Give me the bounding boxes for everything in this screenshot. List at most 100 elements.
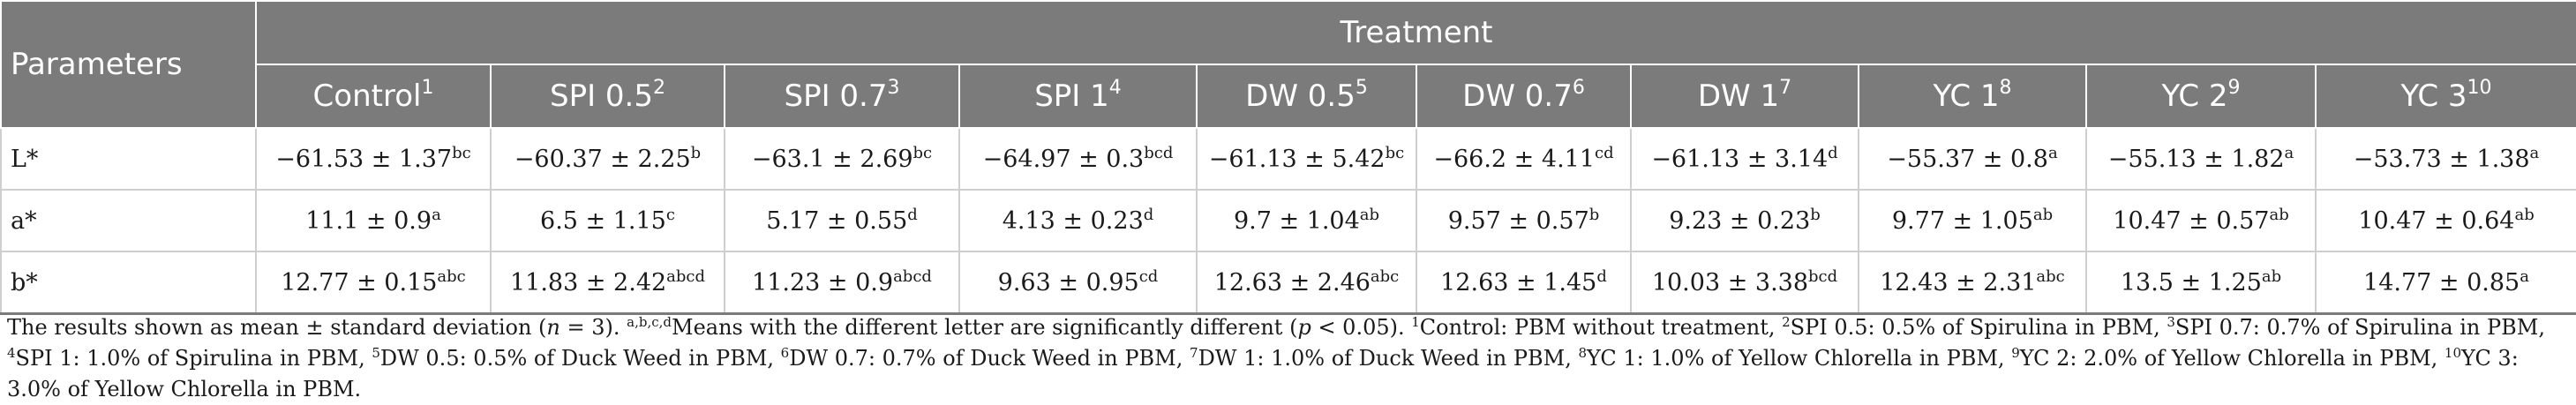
cell-value: −61.53 ± 1.37 [275, 145, 453, 173]
table-cell: 10.03 ± 3.38bcd [1630, 251, 1859, 315]
column-label: DW 0.7 [1462, 79, 1573, 114]
cell-value: 11.1 ± 0.9 [305, 206, 432, 235]
column-footnote-mark: 7 [1779, 77, 1792, 99]
cell-letters: bcd [1144, 143, 1174, 162]
cell-letters: abcd [666, 266, 706, 286]
table-row-a: a* 11.1 ± 0.9a 6.5 ± 1.15c 5.17 ± 0.55d … [0, 190, 2576, 252]
results-table: Parameters Treatment Control1 SPI 0.52 S… [0, 0, 2576, 315]
cell-value: 6.5 ± 1.15 [540, 206, 666, 235]
footnote-def-text: Control: PBM without treatment, [1419, 315, 1783, 340]
footnote-def-text: SPI 0.5: 0.5% of Spirulina in PBM, [1790, 315, 2167, 340]
cell-letters: a [2529, 143, 2540, 162]
header-row-top: Parameters Treatment [0, 0, 2576, 129]
cell-value: −55.37 ± 0.8 [1887, 145, 2048, 173]
column-header-spi-0-5: SPI 0.52 [490, 64, 725, 129]
table-cell: 12.43 ± 2.31abc [1858, 251, 2087, 315]
footnote-intro: The results shown as mean ± standard dev… [7, 315, 547, 340]
cell-value: 9.77 ± 1.05 [1891, 206, 2033, 235]
cell-value: −60.37 ± 2.25 [514, 145, 691, 173]
table-cell: 10.47 ± 0.57ab [2085, 190, 2317, 252]
cell-letters: cd [1138, 266, 1159, 286]
column-footnote-mark: 10 [2467, 77, 2492, 99]
cell-value: −53.73 ± 1.38 [2353, 145, 2530, 173]
cell-value: 12.77 ± 0.15 [281, 268, 438, 296]
cell-letters: a [2520, 266, 2529, 286]
table-cell: −60.37 ± 2.25b [490, 128, 725, 191]
footnote-def-mark: 4 [7, 345, 16, 361]
treatment-header: Treatment [254, 0, 2576, 65]
cell-value: −61.13 ± 3.14 [1651, 145, 1829, 173]
table-cell: 12.77 ± 0.15abc [255, 251, 492, 315]
column-footnote-mark: 1 [421, 77, 434, 99]
footnote-def-mark: 8 [1578, 345, 1587, 361]
cell-value: 10.03 ± 3.38 [1651, 268, 1809, 296]
footnote-n-value: = 3). [560, 315, 627, 340]
cell-value: 12.63 ± 2.46 [1213, 268, 1371, 296]
cell-letters: a [2284, 143, 2294, 162]
table-cell: 9.7 ± 1.04ab [1196, 190, 1417, 252]
column-header-yc-1: YC 18 [1858, 64, 2087, 129]
cell-value: 12.63 ± 1.45 [1440, 268, 1597, 296]
table-footnote: The results shown as mean ± standard dev… [7, 312, 2570, 405]
table-body: L* −61.53 ± 1.37bc −60.37 ± 2.25b −63.1 … [0, 128, 2576, 315]
column-footnote-mark: 5 [1355, 77, 1368, 99]
column-label: DW 1 [1697, 79, 1780, 114]
column-header-control: Control1 [255, 64, 492, 129]
cell-letters: abcd [893, 266, 932, 286]
table-cell: 9.57 ± 0.57b [1416, 190, 1632, 252]
column-label: YC 3 [2400, 79, 2467, 114]
footnote-def-mark: 10 [2444, 345, 2462, 361]
cell-value: 11.83 ± 2.42 [509, 268, 667, 296]
cell-value: 12.43 ± 2.31 [1880, 268, 2037, 296]
table-cell: 5.17 ± 0.55d [724, 190, 960, 252]
footnote-letters-mark: a,b,c,d [627, 314, 672, 330]
cell-letters: bc [1385, 143, 1405, 162]
footnote-def-text: SPI 1: 1.0% of Spirulina in PBM, [15, 346, 372, 371]
table-cell: 13.5 ± 1.25ab [2085, 251, 2317, 315]
cell-value: 9.57 ± 0.57 [1447, 206, 1589, 235]
cell-letters: ab [2261, 266, 2282, 286]
table-cell: −53.73 ± 1.38a [2314, 128, 2576, 191]
footnote-def-mark: 1 [1411, 314, 1420, 330]
cell-letters: abc [1370, 266, 1400, 286]
table-cell: 11.1 ± 0.9a [255, 190, 492, 252]
column-footnote-mark: 2 [653, 77, 665, 99]
column-label: YC 2 [2161, 79, 2228, 114]
table-cell: −63.1 ± 2.69bc [724, 128, 960, 191]
cell-value: −64.97 ± 0.3 [982, 145, 1145, 173]
cell-value: −66.2 ± 4.11 [1433, 145, 1596, 173]
cell-value: 9.23 ± 0.23 [1669, 206, 1811, 235]
table-header: Parameters Treatment Control1 SPI 0.52 S… [0, 0, 2576, 129]
cell-letters: d [1828, 143, 1838, 162]
cell-letters: cd [1595, 143, 1614, 162]
table-cell: −66.2 ± 4.11cd [1416, 128, 1632, 191]
table-cell: −55.13 ± 1.82a [2085, 128, 2317, 191]
table-cell: 9.23 ± 0.23b [1630, 190, 1859, 252]
cell-letters: abc [437, 266, 466, 286]
cell-letters: ab [2514, 205, 2535, 224]
column-header-yc-3: YC 310 [2314, 64, 2576, 129]
cell-value: 5.17 ± 0.55 [766, 206, 908, 235]
cell-letters: a [432, 205, 441, 224]
cell-letters: b [1588, 205, 1600, 224]
table-cell: −61.13 ± 5.42bc [1196, 128, 1417, 191]
column-footnote-mark: 3 [887, 77, 900, 99]
cell-value: 11.23 ± 0.9 [752, 268, 894, 296]
cell-letters: ab [2269, 205, 2289, 224]
column-footnote-mark: 6 [1572, 77, 1585, 99]
footnote-def-text: SPI 0.7: 0.7% of Spirulina in PBM, [2174, 315, 2545, 340]
column-header-yc-2: YC 29 [2085, 64, 2317, 129]
column-header-dw-0-7: DW 0.76 [1416, 64, 1632, 129]
column-header-dw-0-5: DW 0.55 [1196, 64, 1417, 129]
table-row-l: L* −61.53 ± 1.37bc −60.37 ± 2.25b −63.1 … [0, 128, 2576, 191]
column-label: SPI 0.7 [784, 79, 888, 114]
column-label: Control [312, 79, 422, 114]
cell-letters: abc [2036, 266, 2065, 286]
table-cell: 11.23 ± 0.9abcd [724, 251, 960, 315]
footnote-def-text: DW 1: 1.0% of Duck Weed in PBM, [1198, 346, 1579, 371]
table-cell: −55.37 ± 0.8a [1858, 128, 2087, 191]
cell-letters: ab [1359, 205, 1380, 224]
results-table-container: Parameters Treatment Control1 SPI 0.52 S… [0, 0, 2576, 315]
table-cell: 4.13 ± 0.23d [958, 190, 1198, 252]
column-header-dw-1: DW 17 [1630, 64, 1859, 129]
